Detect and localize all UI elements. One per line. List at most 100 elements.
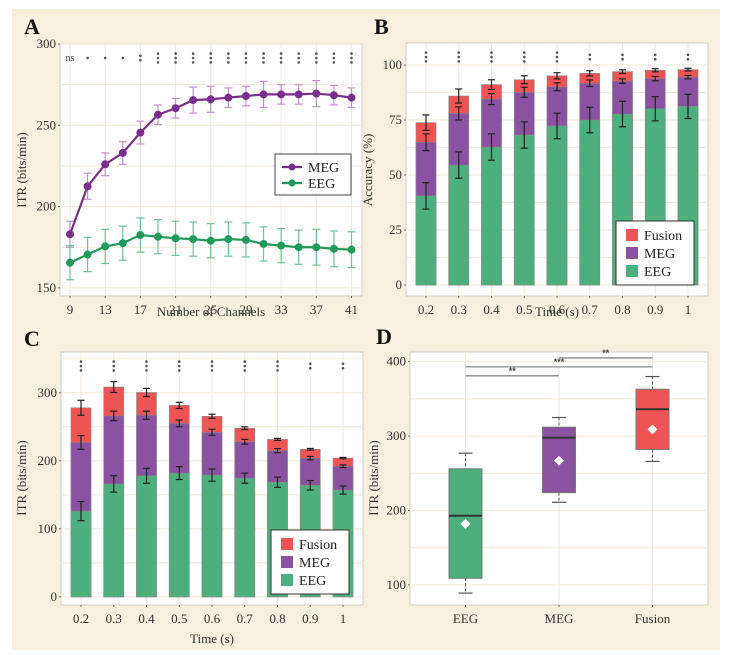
y-axis-title: ITR (bits/min) — [14, 132, 29, 207]
y-tick-label: 400 — [387, 354, 407, 369]
significance-dot — [276, 369, 279, 372]
significance-dot — [103, 56, 107, 60]
significance-dot — [177, 360, 181, 363]
x-tick-label: 0.4 — [138, 611, 155, 626]
significance-dot — [315, 61, 318, 64]
y-tick-label: 200 — [387, 502, 407, 517]
data-point-eeg — [241, 235, 250, 244]
significance-dot — [522, 51, 526, 54]
significance-dot — [522, 60, 526, 63]
panel-letter: C — [24, 326, 40, 351]
x-tick-label: 0.3 — [451, 302, 467, 317]
significance-dot — [79, 369, 83, 372]
significance-dot — [490, 60, 493, 63]
significance-dot — [621, 53, 624, 57]
significance-marker — [210, 360, 214, 372]
significance-dot — [243, 360, 247, 363]
x-tick-label: EEG — [453, 611, 478, 626]
significance-dot — [424, 51, 428, 54]
data-point-eeg — [294, 243, 303, 252]
legend: Fusion MEG EEG — [615, 220, 695, 286]
bar-eeg — [481, 146, 502, 286]
significance-marker — [139, 54, 142, 62]
significance-dot — [621, 57, 624, 61]
significance-dot — [308, 362, 312, 366]
significance-dot — [350, 61, 353, 64]
significance-dot — [279, 61, 283, 64]
legend-swatch-meg — [281, 556, 293, 568]
significance-marker — [112, 360, 116, 372]
data-point-meg — [118, 148, 127, 157]
significance-dot — [244, 52, 248, 55]
significance-dot — [686, 57, 690, 61]
significance-dot — [145, 369, 148, 372]
x-tick-label: 25 — [204, 302, 217, 317]
data-point-meg — [224, 93, 233, 102]
legend-label: EEG — [299, 574, 326, 589]
significance-marker — [332, 52, 336, 64]
significance-marker — [279, 52, 283, 64]
significance-dot — [653, 57, 657, 61]
significance-dot — [156, 56, 160, 60]
significance-marker — [191, 52, 195, 64]
significance-dot — [210, 364, 214, 368]
data-point-eeg — [66, 258, 74, 267]
x-tick-label: 0.2 — [73, 611, 89, 626]
significance-dot — [457, 55, 461, 59]
significance-dot — [139, 54, 142, 58]
data-point-meg — [329, 91, 338, 100]
legend-label: EEG — [308, 177, 335, 192]
significance-dot — [457, 60, 461, 63]
comparison-label: ** — [602, 348, 610, 358]
x-tick-label: 21 — [169, 302, 182, 317]
data-point-eeg — [206, 236, 215, 245]
significance-marker — [297, 52, 301, 64]
bar-eeg — [70, 510, 92, 598]
significance-marker — [156, 52, 160, 64]
x-tick-label: 0.5 — [516, 302, 532, 317]
y-axis-title: ITR (bits/min) — [14, 440, 29, 515]
x-tick-label: 0.4 — [483, 302, 500, 317]
panel-c: C 0 100 200 300 0.2 0.3 0.4 0.5 0.6 0.7 0.8 0.9 1 ITR … — [14, 326, 364, 646]
significance-dot — [191, 56, 195, 60]
y-axis-title: ITR (bits/min) — [366, 440, 381, 515]
x-axis-title: Time (s) — [190, 631, 234, 646]
significance-marker — [244, 52, 248, 64]
significance-dot — [315, 56, 318, 60]
x-tick-label: 9 — [67, 302, 74, 317]
data-point-meg — [153, 110, 162, 119]
legend-swatch-fusion — [626, 229, 638, 241]
bar-eeg — [103, 483, 125, 598]
x-tick-label: MEG — [545, 611, 574, 626]
significance-dot — [177, 364, 181, 368]
bar-eeg — [546, 125, 568, 286]
legend-label: MEG — [644, 247, 675, 262]
data-point-meg — [294, 90, 303, 99]
significance-marker — [490, 51, 493, 63]
significance-dot — [174, 61, 177, 64]
legend-label: Fusion — [299, 538, 337, 553]
significance-dot — [341, 362, 345, 366]
significance-marker — [177, 360, 181, 372]
significance-dot — [244, 56, 248, 60]
y-tick-label: 25 — [389, 222, 402, 237]
significance-marker — [103, 56, 107, 60]
bar-eeg — [579, 119, 601, 286]
significance-dot — [308, 366, 312, 370]
x-tick-label: 29 — [239, 302, 252, 317]
significance-label: ns — [66, 53, 75, 64]
x-tick-label: 37 — [310, 302, 324, 317]
significance-dot — [227, 56, 230, 60]
significance-dot — [262, 56, 265, 60]
y-tick-label: 100 — [383, 57, 403, 72]
significance-marker — [145, 360, 148, 372]
legend-swatch-meg — [626, 247, 638, 259]
significance-dot — [174, 56, 177, 60]
data-point-meg — [277, 90, 286, 99]
data-point-meg — [241, 92, 250, 101]
significance-marker — [341, 362, 345, 370]
significance-marker — [86, 56, 89, 60]
y-tick-label: 200 — [37, 199, 57, 214]
